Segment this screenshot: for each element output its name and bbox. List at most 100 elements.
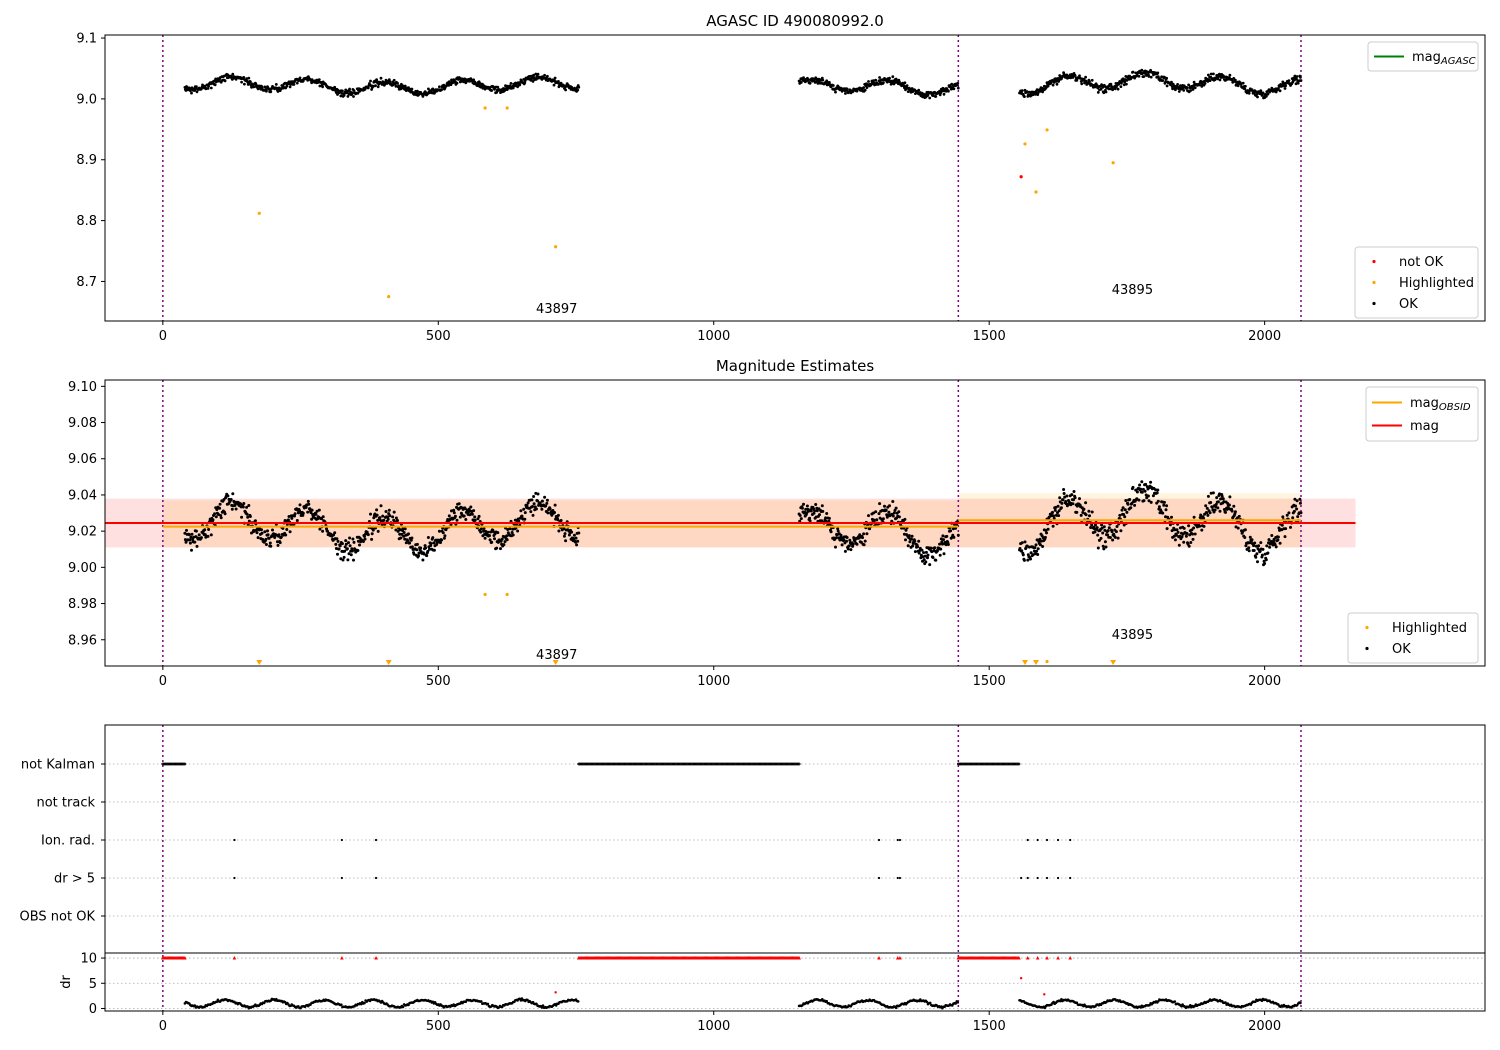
panel-2-ok-point (288, 530, 292, 534)
panel-1-ok-point (867, 80, 870, 83)
panel-2-ok-point (1113, 535, 1117, 539)
panel-2-obsid-label-1: 43895 (1112, 628, 1153, 643)
panel-1-ok-point (938, 93, 942, 97)
panel-3-flag-marker (1056, 876, 1060, 880)
panel-1-xtick-label-4: 2000 (1248, 329, 1281, 344)
panel-1-ok-point (366, 86, 370, 90)
panel-3-row-label-3: dr > 5 (54, 872, 95, 887)
panel-2-ok-point (1036, 553, 1040, 556)
panel-1-ok-point (877, 82, 880, 86)
panel-2-ok-point (1232, 504, 1236, 508)
panel-1-ok-point (511, 86, 515, 90)
panel-2-ok-point (453, 514, 457, 518)
panel-2-ok-point (1165, 504, 1169, 508)
panel-1-ok-point (394, 84, 398, 88)
panel-2-ok-point (1084, 501, 1088, 505)
panel-1-ok-point (1104, 90, 1108, 94)
panel-2-ok-point (508, 527, 512, 531)
panel-2-ok-point (489, 530, 493, 534)
panel-2-ok-point (184, 540, 188, 544)
panel-2-ok-point (263, 530, 267, 534)
panel-2-ok-point (865, 532, 869, 536)
panel-1-ok-point (495, 91, 499, 94)
panel-2-ok-point (1284, 527, 1288, 531)
panel-2-ok-point (340, 542, 344, 546)
panel-1-ok-point (956, 81, 960, 85)
panel-1-ok-point (1270, 86, 1274, 90)
panel-2-ok-point (892, 511, 896, 515)
panel-2-ok-point (379, 504, 383, 508)
panel-3-dr-point (486, 1002, 490, 1006)
panel-2-ok-point (388, 514, 392, 518)
panel-1-ok-point (1228, 73, 1232, 77)
panel-2-ok-point (1057, 514, 1061, 518)
panel-2-ok-point (1135, 490, 1139, 494)
panel-2-ok-point (381, 514, 385, 518)
panel-1-ok-point (1259, 89, 1263, 92)
panel-2-ok-point (1156, 499, 1160, 503)
panel-1-ok-point (949, 85, 952, 88)
panel-1-ok-point (1217, 75, 1220, 79)
panel-2-ok-point (576, 539, 580, 543)
panel-2-ok-point (834, 536, 838, 540)
panel-2-ok-point (306, 510, 310, 514)
panel-3-row-label-1: not track (36, 796, 95, 811)
panel-2-ok-point (1276, 535, 1280, 539)
panel-1-ok-point (383, 82, 387, 86)
panel-2-ok-point (883, 504, 886, 508)
panel-2-legend-bottom-legend-marker-1 (1365, 646, 1369, 651)
panel-2-ok-point (520, 514, 524, 518)
panel-1-frame (104, 34, 1486, 322)
panel-2-ok-point (1026, 558, 1030, 562)
panel-2-ok-point (281, 526, 285, 530)
panel-2-ok-point (956, 533, 960, 537)
panel-2-ok-point (1164, 508, 1168, 512)
panel-2-ok-point (267, 536, 271, 540)
panel-2-ok-point (458, 515, 462, 519)
panel-2-ok-point (452, 508, 456, 512)
panel-1-legend-bottom-legend (1354, 246, 1479, 319)
panel-1-ytick-label-1: 8.8 (76, 214, 97, 229)
panel-1-ok-point (546, 74, 549, 78)
panel-2-ok-point (477, 514, 481, 518)
panel-1-ytick-label-3: 9.0 (76, 92, 97, 107)
panel-2-ok-point (872, 518, 876, 522)
panel-1-ok-point (878, 76, 881, 79)
panel-2-xtick-label-3: 1500 (973, 674, 1006, 689)
panel-3-dr-clipped-marker (1068, 956, 1072, 960)
panel-2-ok-point (863, 539, 867, 543)
panel-1-ok-point (339, 94, 343, 98)
panel-1-ok-point (1052, 81, 1056, 84)
panel-3-flag-marker (233, 838, 236, 842)
panel-2-ok-point (907, 534, 911, 538)
panel-1-ok-point (341, 89, 344, 93)
panel-2-ok-point (417, 551, 421, 555)
panel-1-legend-bottom-legend-label-1: Highlighted (1399, 276, 1474, 291)
panel-2-ok-point (1227, 503, 1231, 507)
panel-3-flag-marker (1056, 838, 1060, 842)
panel-2-ok-point (945, 534, 949, 538)
panel-2-ok-point (392, 510, 396, 514)
panel-2-ok-point (470, 512, 474, 516)
panel-2-ok-point (1295, 507, 1299, 511)
panel-2-ok-point (530, 498, 534, 502)
panel-3-dr-point (925, 1000, 929, 1004)
panel-2-ok-point (341, 558, 345, 562)
panel-1-ok-point (1088, 80, 1091, 83)
panel-2-ytick-label-4: 9.04 (68, 488, 97, 503)
panel-2-ok-point (1114, 530, 1118, 534)
panel-1-ok-point (831, 84, 835, 87)
panel-1-ok-point (1101, 86, 1105, 89)
panel-2-ok-point (928, 563, 932, 567)
panel-2-ok-point (812, 511, 816, 515)
panel-1-ok-point (1283, 87, 1287, 90)
panel-2-ok-point (486, 530, 490, 534)
panel-2-ok-point (802, 502, 805, 506)
panel-3-dr-clipped-marker (340, 956, 344, 960)
panel-1-ok-point (1295, 75, 1299, 78)
panel-2-ok-point (441, 531, 445, 535)
panel-2-ok-point (463, 507, 467, 511)
panel-2-ok-point (1291, 516, 1295, 520)
panel-2-ok-point (1173, 538, 1177, 542)
panel-2-ok-point (426, 549, 430, 553)
